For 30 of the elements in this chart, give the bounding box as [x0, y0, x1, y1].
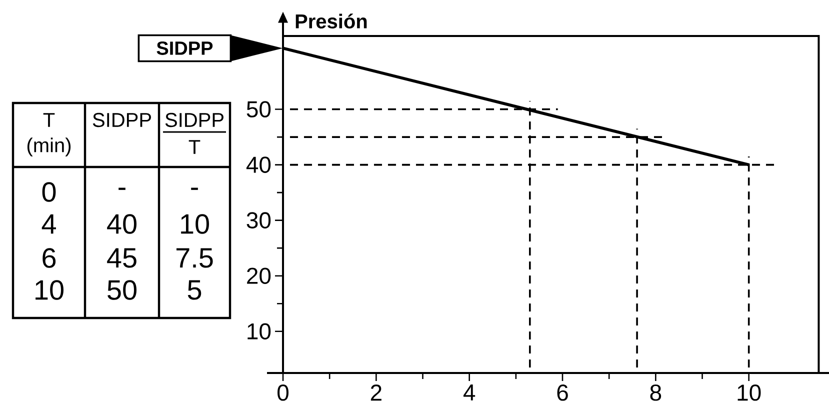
- y-tick-label: 40: [246, 156, 271, 173]
- x-tick-label: 10: [738, 384, 761, 401]
- y-tick-label: 10: [248, 323, 271, 340]
- text: 5: [188, 280, 202, 300]
- text: SIDPP: [165, 112, 224, 128]
- y-tick-label: 30: [246, 212, 271, 228]
- text: 50: [108, 280, 136, 300]
- text: T: [188, 140, 200, 154]
- y-tick-label: 50: [246, 101, 271, 118]
- y-tick-label: 20: [247, 268, 271, 284]
- text: 45: [107, 248, 136, 268]
- x-tick-label: 2: [370, 384, 382, 401]
- text: (min): [27, 138, 71, 156]
- x-tick-label: 6: [557, 384, 568, 401]
- x-tick-label: 0: [278, 384, 288, 401]
- text: 6: [42, 248, 56, 268]
- x-tick-label: 4: [463, 384, 476, 400]
- text: 0: [42, 182, 56, 202]
- text: -: [118, 188, 126, 190]
- text: SIDPP: [92, 112, 151, 128]
- y-axis-title: Presión: [296, 14, 367, 28]
- text: 4: [42, 214, 56, 234]
- text: -: [191, 188, 198, 190]
- text: 7.5: [176, 248, 213, 268]
- x-tick-label: 8: [650, 384, 662, 401]
- text: SIDPP: [156, 41, 213, 55]
- text: 40: [107, 214, 136, 234]
- text: 10: [36, 280, 64, 300]
- text: T: [43, 113, 55, 127]
- text: 10: [181, 214, 209, 234]
